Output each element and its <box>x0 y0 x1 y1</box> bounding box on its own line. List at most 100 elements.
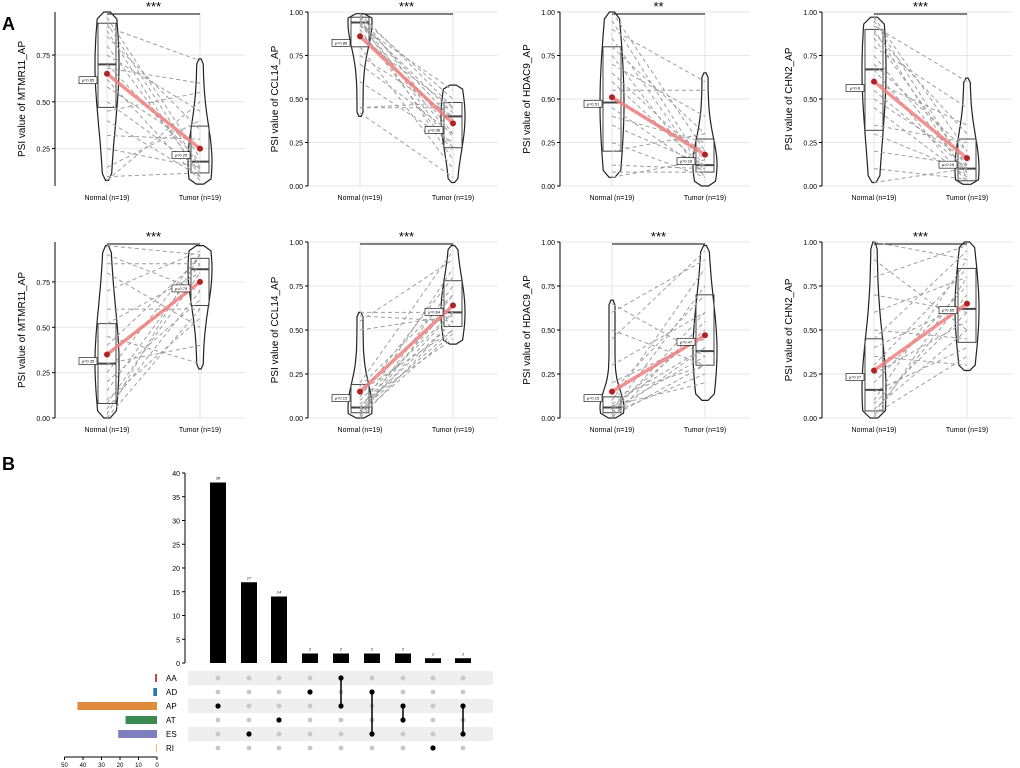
x-tick-label-normal: Normal (n=19) <box>852 427 897 434</box>
set-size-bar <box>125 716 157 724</box>
intersection-bar-label: 2 <box>308 647 312 652</box>
matrix-dot-empty <box>430 731 436 737</box>
paired-line <box>611 373 706 414</box>
violin-normal <box>94 11 120 181</box>
paired-line <box>873 124 968 143</box>
paired-line <box>611 329 706 366</box>
significance-label: *** <box>651 229 666 244</box>
mean-label-tumor-box <box>171 151 191 159</box>
matrix-dot-empty <box>369 675 375 681</box>
matrix-dot-filled <box>338 675 344 681</box>
y-tick-label: 1.00 <box>541 240 555 247</box>
mean-dot-tumor <box>450 120 456 127</box>
y-tick-label: 0.75 <box>541 284 555 291</box>
paired-line <box>611 303 706 357</box>
set-size-tick-label: 10 <box>135 763 142 768</box>
x-tick-label-tumor: Tumor (n=19) <box>946 195 988 202</box>
paired-line <box>873 37 968 166</box>
matrix-dot-empty <box>276 703 282 709</box>
y-axis-label: PSI value of HDAC9_AP <box>522 44 533 154</box>
paired-line <box>611 164 706 170</box>
matrix-dot-empty <box>430 717 436 723</box>
set-size-tick-label: 20 <box>117 763 124 768</box>
matrix-dot-empty <box>430 675 436 681</box>
x-tick-label-tumor: Tumor (n=19) <box>432 195 474 202</box>
bar-y-tick-label: 10 <box>172 614 180 621</box>
paired-line <box>106 91 201 112</box>
violin-normal <box>599 299 625 419</box>
mean-dot-normal <box>609 388 615 395</box>
y-tick-label: 0.00 <box>36 416 50 423</box>
bar-y-tick-label: 35 <box>172 495 180 502</box>
y-tick-label: 0.25 <box>289 141 303 148</box>
paired-line <box>611 259 706 313</box>
y-tick-label: 0.75 <box>36 53 50 60</box>
set-label: AD <box>166 688 177 697</box>
mean-label-tumor: μ=0.16 <box>942 162 955 167</box>
paired-line <box>359 37 454 109</box>
violin-normal <box>861 16 887 184</box>
x-tick-label-tumor: Tumor (n=19) <box>179 195 221 202</box>
violin-panel: 0.00 0.25 0.50 0.75 1.00 PSI value of CCL14_A… <box>270 0 498 202</box>
paired-line <box>106 308 201 419</box>
bar-y-tick-label: 0 <box>176 661 180 668</box>
violin-panel: 0.00 0.25 0.50 0.75 PSI value of MTMR11_AP No… <box>17 229 245 434</box>
matrix-dot-filled <box>430 745 436 751</box>
mean-label-tumor: μ=0.36 <box>428 127 441 132</box>
matrix-dot-filled <box>246 731 252 737</box>
paired-line <box>873 285 968 384</box>
paired-line <box>359 25 454 91</box>
mean-label-tumor: μ=0.65 <box>942 308 955 313</box>
mean-dot-tumor <box>702 151 708 158</box>
y-axis-label: PSI value of CCL14_AP <box>270 45 281 152</box>
paired-line <box>873 250 968 340</box>
set-size-bar <box>118 730 157 738</box>
mean-dot-tumor <box>702 332 708 339</box>
paired-line <box>611 46 706 135</box>
y-tick-label: 0.00 <box>541 416 555 423</box>
paired-line <box>359 312 454 414</box>
paired-line <box>106 254 201 415</box>
matrix-dot-empty <box>215 675 221 681</box>
x-tick-label-tumor: Tumor (n=19) <box>432 427 474 434</box>
significance-label: *** <box>913 229 928 244</box>
matrix-dot-empty <box>246 703 252 709</box>
paired-line <box>611 20 706 169</box>
y-tick-label: 0.25 <box>541 141 555 148</box>
violin-normal <box>347 13 373 117</box>
paired-line <box>359 276 454 398</box>
paired-line <box>106 22 201 168</box>
matrix-dot-filled <box>369 731 375 737</box>
paired-line <box>106 35 201 131</box>
x-tick-label-normal: Normal (n=19) <box>852 195 897 202</box>
paired-line <box>106 257 201 346</box>
paired-line <box>359 320 454 410</box>
matrix-dot-empty <box>246 717 252 723</box>
paired-line <box>106 134 201 140</box>
set-label: RI <box>166 744 174 753</box>
intersection-bar-label: 1 <box>462 651 464 656</box>
y-tick-label: 0.50 <box>36 325 50 332</box>
paired-line <box>873 89 968 169</box>
y-tick-label: 0.50 <box>803 97 817 104</box>
intersection-bar-label: 38 <box>216 476 221 481</box>
panel-b-label: B <box>2 454 15 474</box>
mean-label-normal: μ=0.35 <box>82 358 95 363</box>
paired-line <box>611 268 706 401</box>
matrix-dot-empty <box>246 689 252 695</box>
matrix-dot-filled <box>369 689 375 695</box>
mean-dot-normal <box>104 351 110 358</box>
matrix-dot-empty <box>460 675 466 681</box>
set-size-tick-label: 0 <box>155 763 159 768</box>
paired-line <box>611 355 706 410</box>
paired-line <box>611 63 706 117</box>
violin-tumor <box>187 245 213 370</box>
mean-dot-tumor <box>964 155 970 162</box>
significance-label: *** <box>146 229 161 244</box>
mean-label-tumor-box <box>676 337 696 346</box>
y-tick-label: 0.50 <box>541 328 555 335</box>
mean-label-tumor-box <box>676 157 696 165</box>
paired-line <box>873 55 968 173</box>
paired-line <box>359 268 454 410</box>
y-tick-label: 0.25 <box>803 141 817 148</box>
